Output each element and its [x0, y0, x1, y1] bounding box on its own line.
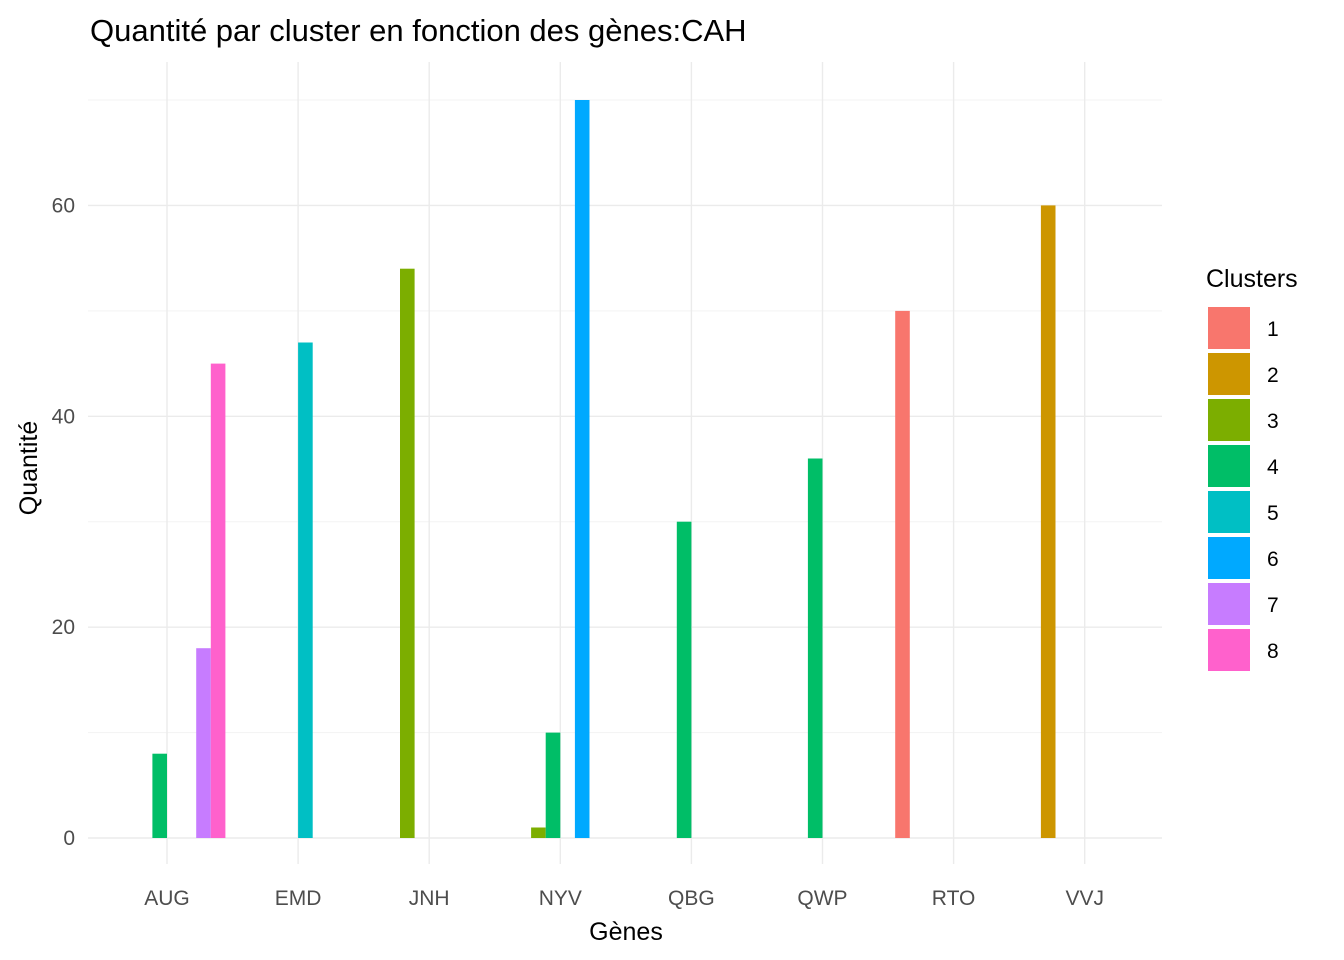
- x-tick-label: QBG: [668, 887, 715, 910]
- legend-label-4: 4: [1267, 456, 1279, 479]
- x-axis-title: Gènes: [589, 918, 663, 946]
- x-tick-label: NYV: [539, 887, 582, 910]
- legend-key-1: [1208, 307, 1250, 349]
- legend-label-6: 6: [1267, 548, 1279, 571]
- y-tick-label: 40: [52, 405, 75, 428]
- bar-jnh-cluster-3: [400, 268, 415, 838]
- bar-qwp-cluster-4: [807, 458, 823, 838]
- bars: [152, 100, 1056, 838]
- legend: Clusters 1 2 3 4 5 6 7 8: [1206, 265, 1298, 671]
- bar-nyv-cluster-4: [545, 732, 561, 838]
- legend-title: Clusters: [1206, 265, 1298, 293]
- x-tick-label: AUG: [144, 887, 190, 910]
- legend-label-8: 8: [1267, 640, 1279, 663]
- bar-aug-cluster-4: [152, 753, 167, 838]
- x-tick-label: JNH: [409, 887, 450, 910]
- x-tick-label: QWP: [797, 887, 847, 910]
- grid: [88, 62, 1162, 864]
- x-axis-ticks: AUG EMD JNH NYV QBG QWP RTO VVJ: [144, 887, 1104, 910]
- legend-label-2: 2: [1267, 364, 1279, 387]
- bar-qbg-cluster-4: [676, 521, 692, 838]
- legend-key-8: [1208, 629, 1250, 671]
- bar-vvj-cluster-2: [1040, 205, 1056, 838]
- bar-nyv-cluster-3: [531, 827, 546, 838]
- bar-aug-cluster-8: [210, 363, 226, 838]
- legend-label-7: 7: [1267, 594, 1279, 617]
- x-tick-label: RTO: [932, 887, 976, 910]
- bar-rto-cluster-1: [895, 310, 910, 838]
- legend-key-5: [1208, 491, 1250, 533]
- bar-aug-cluster-7: [196, 648, 211, 838]
- y-tick-label: 20: [52, 616, 75, 639]
- x-tick-label: VVJ: [1065, 887, 1104, 910]
- bar-emd-cluster-5: [298, 342, 313, 838]
- chart-title: Quantité par cluster en fonction des gèn…: [90, 13, 747, 48]
- legend-label-1: 1: [1267, 318, 1279, 341]
- legend-label-3: 3: [1267, 410, 1279, 433]
- bar-nyv-cluster-6: [574, 100, 590, 838]
- legend-key-4: [1208, 445, 1250, 487]
- y-axis-ticks: 0 20 40 60: [52, 194, 75, 850]
- legend-key-2: [1208, 353, 1250, 395]
- y-axis-title: Quantité: [15, 421, 43, 516]
- x-tick-label: EMD: [275, 887, 322, 910]
- y-tick-label: 60: [52, 194, 75, 217]
- legend-key-3: [1208, 399, 1250, 441]
- y-tick-label: 0: [63, 827, 75, 850]
- legend-label-5: 5: [1267, 502, 1279, 525]
- legend-key-6: [1208, 537, 1250, 579]
- legend-key-7: [1208, 583, 1250, 625]
